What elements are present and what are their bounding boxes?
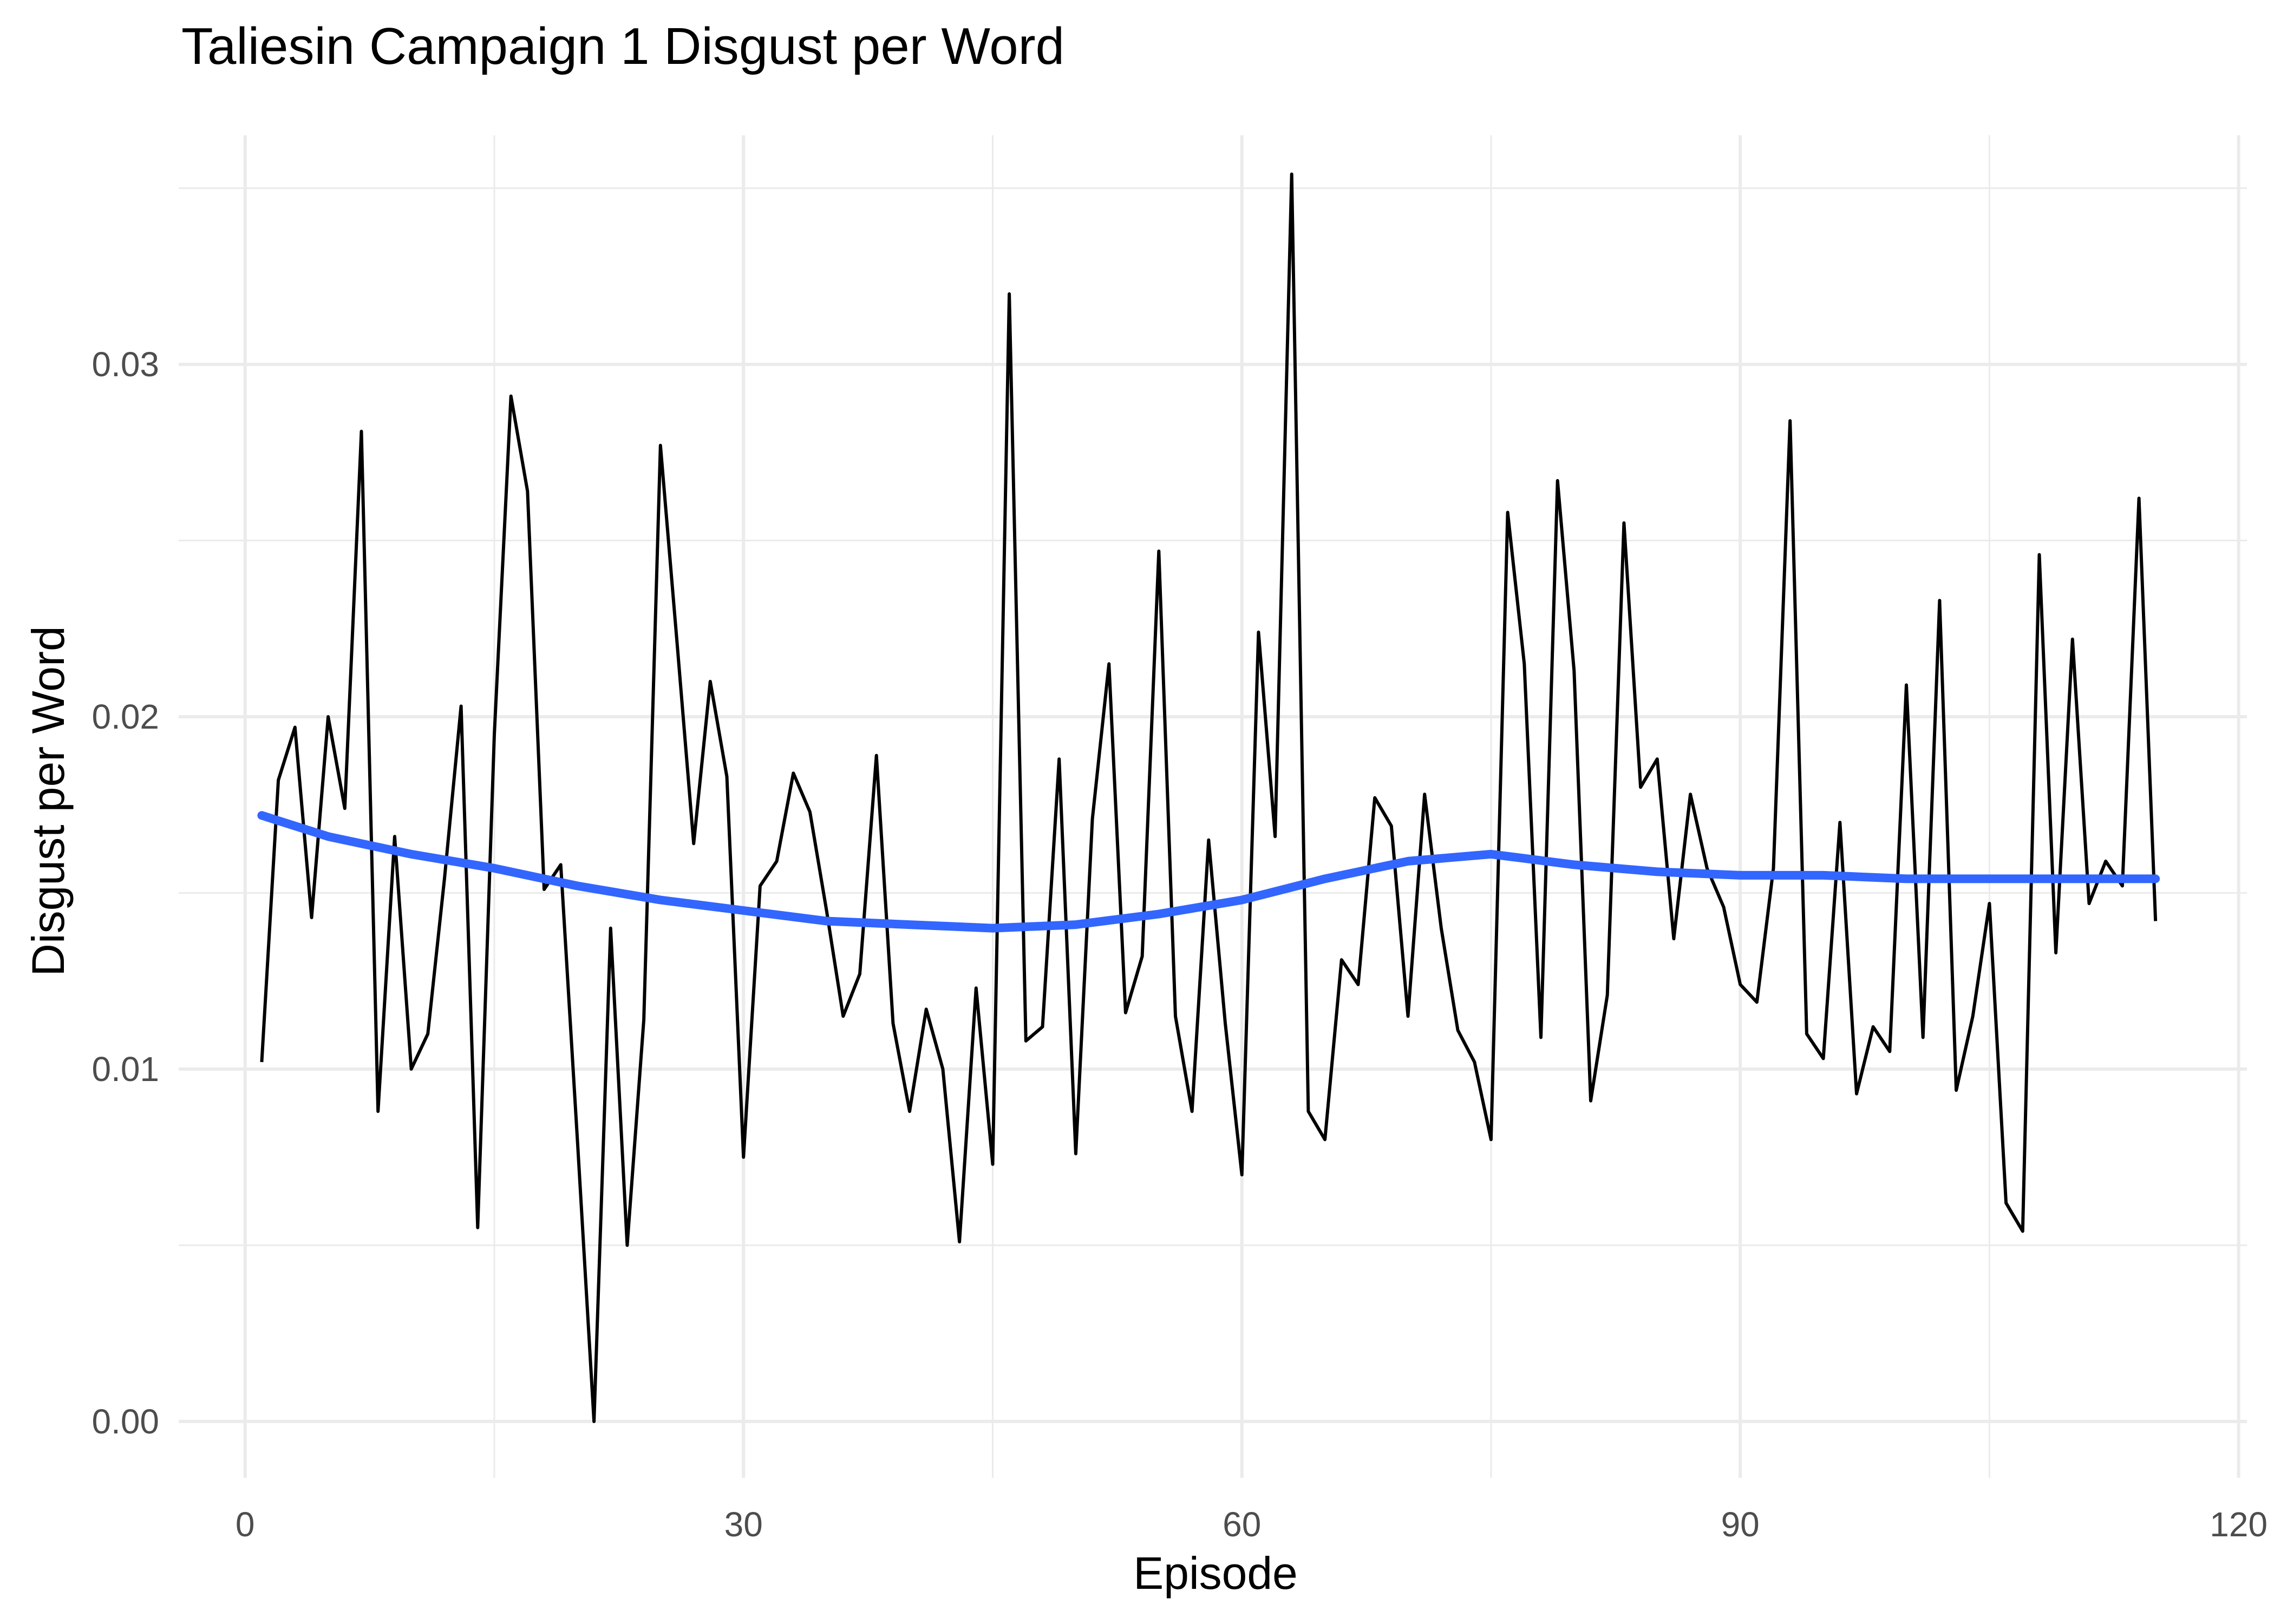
y-tick-label: 0.00 — [92, 1402, 159, 1441]
grid-layer — [179, 135, 2247, 1478]
y-tick-label: 0.02 — [92, 697, 159, 736]
series-layer — [257, 172, 2160, 1423]
x-tick-label: 30 — [724, 1505, 763, 1544]
x-tick-label: 60 — [1223, 1505, 1261, 1544]
x-tick-label: 120 — [2210, 1505, 2268, 1544]
smooth-trend-line — [257, 811, 2160, 933]
y-axis-title: Disgust per Word — [23, 626, 74, 976]
chart-title: Taliesin Campaign 1 Disgust per Word — [181, 17, 1064, 75]
y-tick-label: 0.03 — [92, 345, 159, 384]
x-tick-label: 90 — [1721, 1505, 1760, 1544]
x-axis-title: Episode — [1133, 1548, 1298, 1599]
disgust-per-word-line — [260, 172, 2158, 1423]
x-tick-label: 0 — [236, 1505, 255, 1544]
tick-labels: 0.00 0.01 0.02 0.03 0 30 60 90 120 — [92, 345, 2268, 1544]
y-tick-label: 0.01 — [92, 1050, 159, 1089]
